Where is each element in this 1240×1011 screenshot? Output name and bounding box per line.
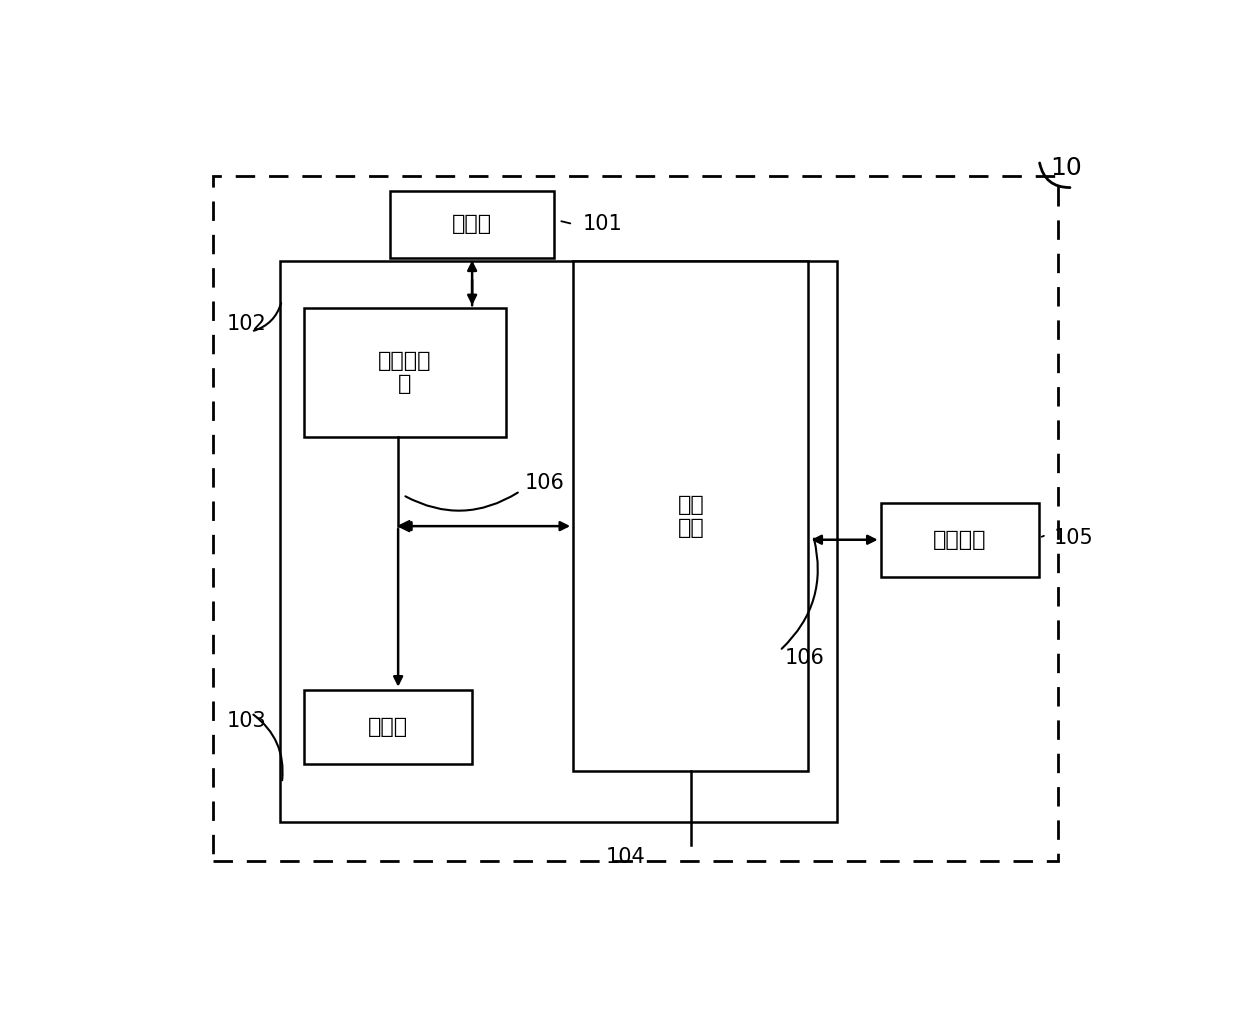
- Text: 存储控制
器: 存储控制 器: [378, 351, 432, 394]
- Bar: [280, 262, 837, 822]
- Text: 104: 104: [606, 847, 646, 867]
- Text: 处理器: 处理器: [368, 717, 408, 737]
- Bar: [391, 191, 554, 258]
- Text: 外设
接口: 外设 接口: [677, 494, 704, 538]
- Text: 103: 103: [227, 711, 267, 731]
- Text: 102: 102: [227, 313, 267, 334]
- Bar: [213, 176, 1058, 861]
- Text: 存储器: 存储器: [453, 214, 492, 235]
- Text: 101: 101: [583, 214, 622, 235]
- Bar: [304, 308, 506, 437]
- Text: 10: 10: [1050, 157, 1083, 180]
- Text: 触控屏幕: 触控屏幕: [932, 530, 987, 550]
- Bar: [304, 690, 472, 763]
- Text: 106: 106: [785, 648, 825, 668]
- Bar: [880, 502, 1039, 576]
- Polygon shape: [398, 521, 409, 532]
- Text: 106: 106: [525, 473, 565, 493]
- Text: 105: 105: [1054, 528, 1094, 548]
- Bar: [573, 262, 808, 771]
